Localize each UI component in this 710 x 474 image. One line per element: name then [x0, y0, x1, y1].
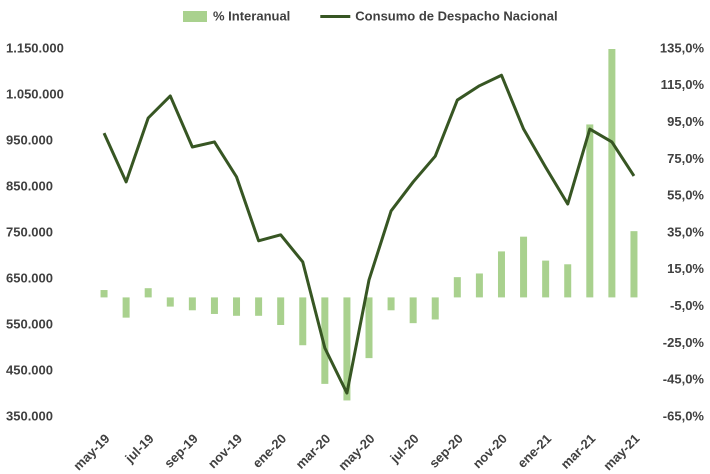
- bar: [387, 297, 395, 311]
- y-tick-label: 650.000: [6, 270, 53, 285]
- x-tick-label: jul-19: [121, 431, 156, 466]
- x-tick-label: ene-21: [514, 431, 554, 471]
- x-tick-label: ene-20: [249, 431, 289, 471]
- bar: [497, 251, 505, 298]
- x-tick-label: may-20: [335, 431, 377, 473]
- bar: [564, 264, 572, 298]
- bar: [277, 297, 285, 325]
- legend-swatch: [183, 11, 207, 22]
- bar: [166, 297, 174, 307]
- y2-tick-label: -45,0%: [663, 372, 705, 387]
- x-tick-label: may-19: [70, 431, 112, 473]
- y2-tick-label: 115,0%: [661, 77, 705, 92]
- bar: [299, 297, 307, 346]
- y2-tick-label: -5,0%: [670, 298, 704, 313]
- bar: [542, 260, 550, 298]
- bar: [255, 297, 263, 316]
- line: [102, 73, 636, 395]
- bar: [144, 288, 152, 298]
- bar: [409, 297, 417, 324]
- bar: [453, 277, 461, 298]
- bar: [630, 231, 638, 298]
- bar: [188, 297, 196, 311]
- x-tick-label: sep-20: [426, 431, 466, 471]
- y-tick-label: 350.000: [6, 408, 53, 423]
- x-tick-label: may-21: [600, 431, 642, 473]
- x-tick-label: sep-19: [161, 431, 201, 471]
- y-tick-label: 950.000: [6, 132, 53, 147]
- bar: [343, 297, 351, 401]
- y-tick-label: 1.050.000: [6, 86, 64, 101]
- y-tick-label: 450.000: [6, 362, 53, 377]
- x-tick-label: nov-19: [205, 431, 245, 471]
- x-tick-label: mar-20: [293, 431, 334, 472]
- bar: [321, 297, 329, 384]
- y-tick-label: 850.000: [6, 178, 53, 193]
- bar: [520, 236, 528, 298]
- bar: [365, 297, 373, 359]
- bar: [210, 297, 218, 314]
- bar: [475, 273, 483, 298]
- y-tick-label: 550.000: [6, 316, 53, 331]
- y2-tick-label: 15,0%: [667, 261, 704, 276]
- x-tick-label: jul-20: [386, 431, 421, 466]
- y-tick-label: 750.000: [6, 224, 53, 239]
- bar: [100, 290, 108, 298]
- legend-label: Consumo de Despacho Nacional: [355, 8, 557, 23]
- y2-tick-label: 35,0%: [667, 224, 704, 239]
- bar: [233, 297, 241, 316]
- x-tick-label: nov-20: [470, 431, 510, 471]
- legend-label: % Interanual: [213, 8, 290, 23]
- x-tick-label: mar-21: [558, 431, 599, 472]
- y2-tick-label: 55,0%: [667, 188, 704, 203]
- y2-tick-label: -25,0%: [663, 335, 705, 350]
- y2-tick-label: 95,0%: [667, 114, 704, 129]
- y2-tick-label: -65,0%: [663, 408, 705, 423]
- y2-tick-label: 75,0%: [667, 151, 704, 166]
- bar: [608, 49, 616, 298]
- legend: % Interanual Consumo de Despacho Nacional: [183, 8, 558, 23]
- bar: [122, 297, 130, 318]
- bar: [431, 297, 439, 320]
- bar: [586, 124, 594, 298]
- y2-tick-label: 135,0%: [660, 40, 705, 55]
- y-tick-label: 1.150.000: [6, 40, 64, 55]
